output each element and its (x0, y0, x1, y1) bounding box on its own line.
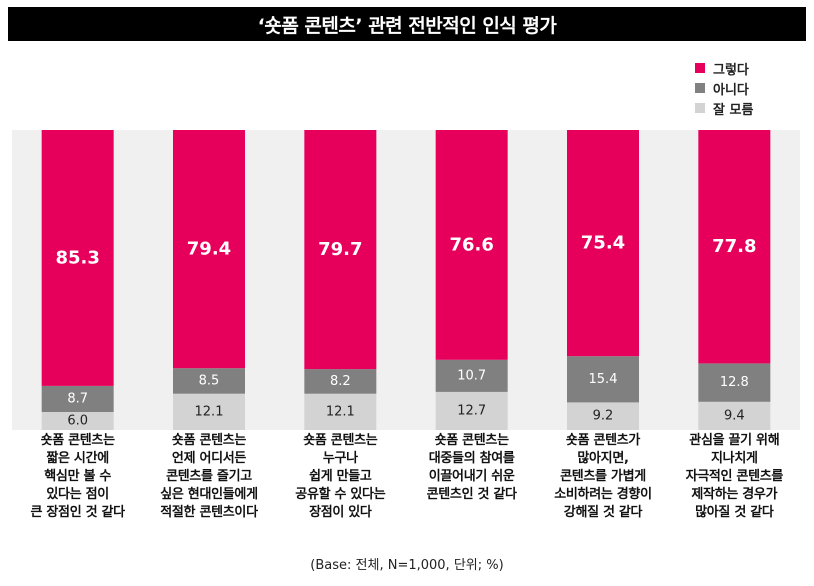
bar-unknown-3 (304, 393, 377, 430)
legend-item-no: 아니다 (695, 78, 753, 98)
data-label-yes-4: 76.6 (449, 234, 493, 255)
bar-yes-4 (435, 130, 508, 360)
category-label-5: 숏폼 콘텐츠가 많아지면, 콘텐츠를 가볍게 소비하려는 경향이 강해질 것 같… (554, 433, 652, 520)
bar-no-6 (698, 363, 771, 402)
bar-unknown-6 (698, 401, 771, 430)
legend-swatch-yes (695, 63, 705, 73)
bar-unknown-5 (567, 402, 639, 430)
legend-label-unknown: 잘 모름 (713, 102, 754, 118)
bar-yes-5 (567, 130, 639, 357)
data-label-unknown-5: 9.2 (593, 409, 614, 424)
data-label-unknown-1: 6.0 (67, 414, 88, 429)
legend-swatch-unknown (695, 103, 705, 113)
data-label-unknown-4: 12.7 (457, 403, 486, 418)
legend-swatch-no (695, 83, 705, 93)
legend-label-yes: 그렇다 (713, 62, 749, 78)
bar-yes-1 (41, 130, 114, 386)
bar-no-4 (435, 359, 508, 392)
data-label-yes-3: 79.7 (318, 239, 362, 260)
category-label-4: 숏폼 콘텐츠는 대중들의 참여를 이끌어내기 쉬운 콘텐츠인 것 같다 (426, 433, 517, 502)
data-label-no-2: 8.5 (199, 373, 220, 388)
bar-no-2 (173, 368, 245, 394)
legend-item-yes: 그렇다 (695, 58, 753, 78)
bar-yes-3 (304, 130, 377, 370)
data-label-yes-6: 77.8 (712, 236, 756, 257)
category-label-6: 관심을 끌기 위해 지나치게 자극적인 콘텐츠를 제작하는 경우가 많아질 것 … (685, 433, 784, 520)
category-label-3: 숏폼 콘텐츠는 누구나 쉽게 만들고 공유할 수 있다는 장점이 있다 (295, 433, 386, 520)
data-label-unknown-3: 12.1 (326, 404, 355, 419)
bar-no-1 (41, 385, 114, 412)
data-label-no-6: 12.8 (720, 375, 749, 390)
bar-unknown-2 (173, 393, 245, 430)
data-label-yes-2: 79.4 (187, 239, 231, 260)
data-label-yes-1: 85.3 (55, 247, 99, 268)
data-label-no-1: 8.7 (67, 391, 88, 406)
bar-group: 6.0 8.7 85.3 12.1 8.5 79.4 12.1 8.2 79.7 12.7 10.7… (41, 130, 771, 430)
category-label-2: 숏폼 콘텐츠는 언제 어디서든 콘텐츠를 즐기고 싶은 현대인들에게 적절한 콘… (160, 433, 258, 520)
plot-area (12, 130, 800, 430)
data-label-unknown-6: 9.4 (724, 408, 745, 423)
bar-unknown-1 (41, 412, 114, 430)
data-label-no-5: 15.4 (589, 372, 618, 387)
bar-no-5 (567, 356, 639, 403)
data-label-unknown-2: 12.1 (195, 404, 224, 419)
bar-no-3 (304, 369, 377, 394)
data-label-no-3: 8.2 (330, 374, 351, 389)
chart-title: ‘숏폼 콘텐츠’ 관련 전반적인 인식 평가 (8, 7, 806, 41)
category-label-1: 숏폼 콘텐츠는 짧은 시간에 핵심만 볼 수 있다는 점이 큰 장점인 것 같다 (30, 433, 126, 520)
stacked-bar-chart: 6.0 8.7 85.3 12.1 8.5 79.4 12.1 8.2 79.7 12.7 10.7… (12, 130, 800, 430)
bar-unknown-4 (435, 391, 508, 430)
data-label-yes-5: 75.4 (581, 233, 625, 254)
data-label-no-4: 10.7 (457, 368, 486, 383)
footnote: (Base: 전체, N=1,000, 단위; %) (310, 558, 504, 573)
bar-yes-2 (173, 130, 245, 369)
legend-item-unknown: 잘 모름 (695, 98, 753, 118)
legend: 그렇다 아니다 잘 모름 (695, 58, 753, 118)
bar-yes-6 (698, 130, 771, 364)
legend-label-no: 아니다 (713, 82, 749, 98)
